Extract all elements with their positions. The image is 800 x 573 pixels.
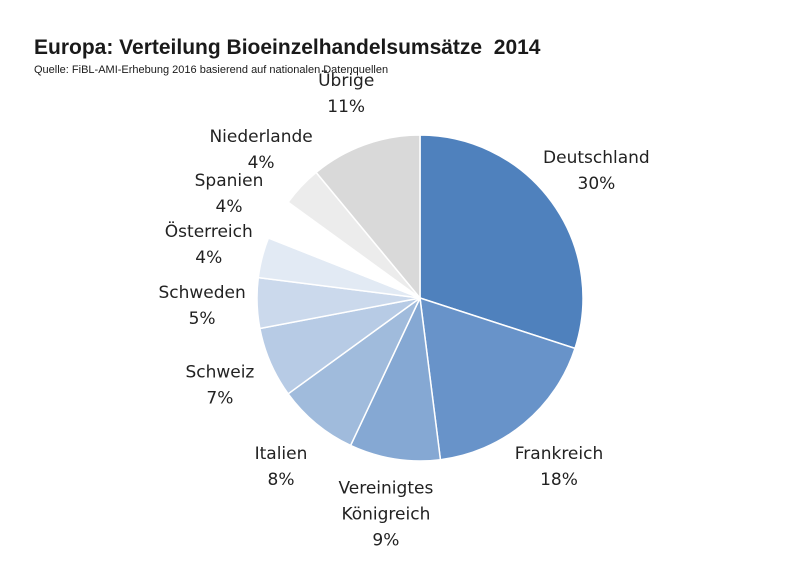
slice-value-label: 4% (216, 197, 243, 217)
slice-value-label: 7% (206, 389, 233, 409)
slice-label-oesterreich: Österreich 4% (165, 220, 253, 268)
pie-slice-deutschland (419, 134, 584, 350)
slice-value-label: 4% (195, 248, 222, 268)
slice-value-label: 18% (540, 470, 578, 490)
slice-value-label: 8% (268, 470, 295, 490)
slice-label-uebrige: Übrige 11% (318, 69, 374, 117)
pie-slice-frankreich (419, 296, 576, 461)
slice-name-label: Vereinigtes (338, 478, 433, 498)
pie-slice-uebrige (315, 134, 421, 301)
slice-label-niederlande: Niederlande 4% (209, 127, 312, 173)
slice-value-label: 4% (248, 153, 275, 173)
slice-value-label: 9% (372, 530, 399, 550)
pie-slices (256, 134, 584, 462)
slice-label-deutschland: Deutschland 30% (543, 148, 650, 194)
slice-name-label: Schweden (158, 283, 245, 303)
pie-slice-vereinigtes-koenigreich (349, 295, 442, 462)
slice-label-schweden: Schweden 5% (158, 283, 245, 329)
slice-name-label: Deutschland (543, 148, 650, 168)
slice-value-label: 5% (189, 309, 216, 329)
slice-name-label: Übrige (318, 69, 374, 91)
slice-name-label: Niederlande (209, 127, 312, 147)
slice-label-spanien: Spanien 4% (195, 171, 264, 217)
slice-name-label: Italien (255, 444, 308, 464)
slice-name-label: Frankreich (515, 444, 604, 464)
slice-name-label: Königreich (341, 504, 430, 524)
pie-labels: Deutschland 30% Frankreich 18% Vereinigtes Kö… (158, 69, 649, 550)
slice-label-frankreich: Frankreich 18% (515, 444, 604, 490)
slice-value-label: 30% (578, 174, 616, 194)
slice-name-label: Spanien (195, 171, 264, 191)
slice-name-label: Österreich (165, 220, 253, 242)
chart-title: Europa: Verteilung Bioeinzelhandelsumsät… (34, 36, 541, 59)
chart-subtitle: Quelle: FiBL-AMI-Erhebung 2016 basierend… (34, 64, 389, 76)
slice-name-label: Schweiz (185, 363, 254, 383)
slice-label-vereinigtes-koenigreich: Vereinigtes Königreich 9% (338, 478, 433, 550)
slice-label-schweiz: Schweiz 7% (185, 363, 254, 409)
slice-value-label: 11% (327, 97, 365, 117)
slice-label-italien: Italien 8% (255, 444, 308, 490)
